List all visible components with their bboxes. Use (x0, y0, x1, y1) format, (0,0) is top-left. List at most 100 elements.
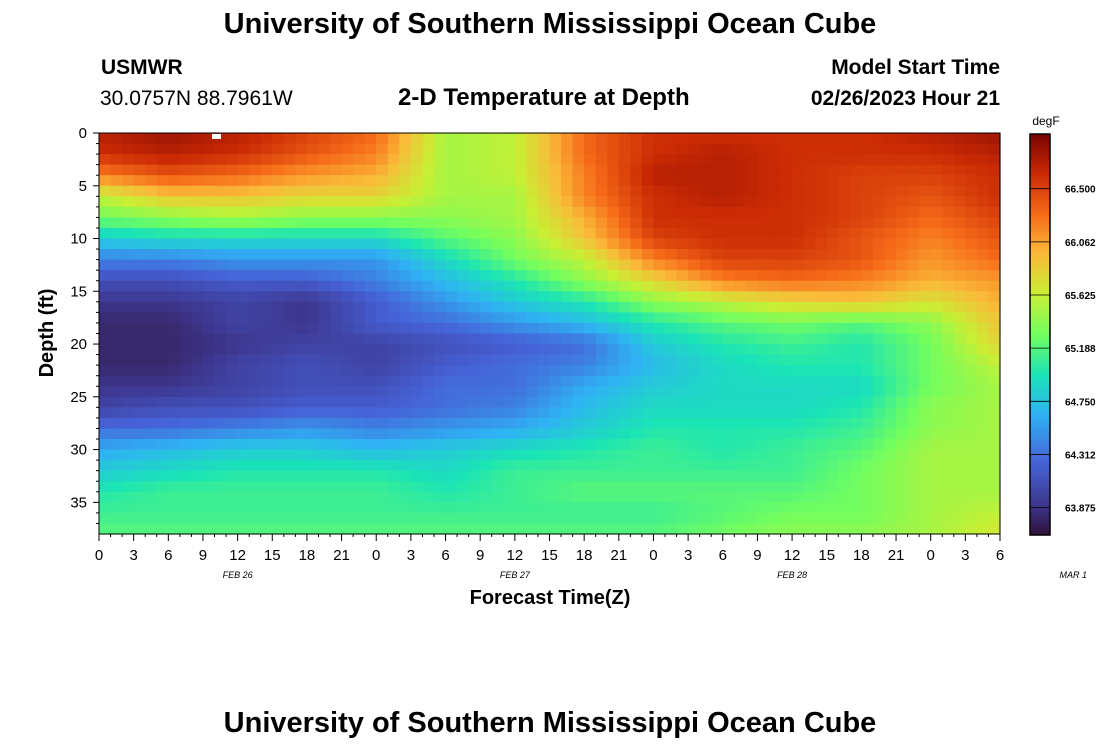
heatmap-cell (283, 291, 296, 303)
heatmap-cell (688, 375, 701, 387)
x-tick-label: 12 (229, 547, 246, 564)
heatmap-cell (156, 396, 169, 408)
heatmap-cell (792, 375, 805, 387)
heatmap-cell (849, 460, 862, 472)
heatmap-cell (699, 333, 712, 345)
heatmap-cell (942, 154, 955, 166)
heatmap-cell (364, 523, 377, 535)
heatmap-cell (872, 206, 886, 219)
heatmap-cell (202, 164, 216, 176)
heatmap-cell (896, 164, 909, 176)
heatmap-cell (503, 227, 516, 240)
heatmap-cell (872, 164, 886, 176)
heatmap-cell (306, 133, 320, 145)
heatmap-cell (896, 143, 909, 155)
heatmap-cell (306, 417, 320, 430)
heatmap-cell (722, 407, 735, 419)
heatmap-cell (676, 407, 689, 419)
heatmap-cell (561, 512, 574, 525)
heatmap-cell (976, 344, 990, 356)
heatmap-cell (976, 512, 990, 525)
x-tick-label: 3 (961, 547, 969, 564)
heatmap-cell (907, 365, 920, 377)
heatmap-cell (237, 460, 250, 472)
heatmap-cell (815, 154, 828, 166)
heatmap-cell (942, 396, 955, 408)
heatmap-cell (976, 238, 990, 250)
heatmap-cell (595, 143, 608, 155)
heatmap-cell (745, 280, 759, 292)
heatmap-cell (133, 217, 146, 229)
heatmap-cell (295, 396, 308, 408)
heatmap-cell (491, 196, 504, 208)
heatmap-cell (99, 259, 112, 271)
heatmap-cell (930, 238, 943, 250)
heatmap-cell (330, 417, 343, 430)
heatmap-cell (191, 344, 204, 356)
heatmap-cell (110, 449, 123, 461)
heatmap-cell (861, 396, 874, 408)
heatmap-cell (665, 291, 678, 303)
heatmap-cell (884, 238, 897, 250)
heatmap-cell (572, 417, 585, 430)
heatmap-cell (780, 460, 793, 472)
heatmap-cell (226, 344, 239, 356)
heatmap-cell (537, 407, 551, 419)
heatmap-cell (872, 407, 886, 419)
heatmap-cell (722, 502, 735, 514)
heatmap-cell (618, 280, 631, 292)
heatmap-cell (584, 481, 597, 493)
heatmap-cell (595, 333, 608, 345)
heatmap-cell (665, 249, 678, 261)
heatmap-cell (803, 417, 816, 430)
heatmap-cell (919, 143, 932, 155)
heatmap-cell (503, 512, 516, 525)
heatmap-cell (226, 164, 239, 176)
heatmap-cell (872, 259, 886, 271)
heatmap-cell (792, 396, 805, 408)
heatmap-cell (156, 344, 169, 356)
heatmap-cell (919, 512, 932, 525)
heatmap-cell (699, 259, 712, 271)
heatmap-cell (145, 312, 158, 324)
heatmap-cell (595, 206, 608, 219)
heatmap-cell (503, 312, 516, 324)
heatmap-cell (295, 407, 308, 419)
heatmap-cell (630, 217, 643, 229)
heatmap-cell (364, 259, 377, 271)
heatmap-cell (838, 322, 851, 335)
heatmap-cell (249, 291, 262, 303)
heatmap-cell (445, 270, 458, 282)
heatmap-cell (699, 217, 712, 229)
heatmap-cell (953, 523, 966, 535)
heatmap-cell (699, 407, 712, 419)
heatmap-cell (745, 333, 759, 345)
heatmap-cell (156, 280, 169, 292)
heatmap-cell (699, 523, 712, 535)
heatmap-cell (306, 512, 320, 525)
heatmap-cell (861, 196, 874, 208)
heatmap-cell (884, 386, 897, 398)
heatmap-cell (757, 270, 770, 282)
heatmap-cell (676, 354, 689, 366)
heatmap-cell (422, 291, 435, 303)
heatmap-cell (283, 312, 296, 324)
heatmap-cell (445, 143, 458, 155)
heatmap-cell (896, 523, 909, 535)
heatmap-cell (306, 396, 320, 408)
heatmap-cell (815, 512, 828, 525)
heatmap-cell (179, 133, 193, 145)
heatmap-cell (792, 227, 805, 240)
heatmap-cell (514, 470, 527, 482)
heatmap-cell (353, 154, 366, 166)
heatmap-cell (942, 270, 955, 282)
heatmap-cell (156, 407, 169, 419)
heatmap-cell (953, 375, 966, 387)
heatmap-cell (665, 512, 678, 525)
heatmap-cell (306, 164, 320, 176)
heatmap-cell (734, 312, 747, 324)
heatmap-cell (179, 322, 193, 335)
heatmap-cell (780, 417, 793, 430)
heatmap-cell (630, 301, 643, 313)
heatmap-cell (226, 407, 239, 419)
